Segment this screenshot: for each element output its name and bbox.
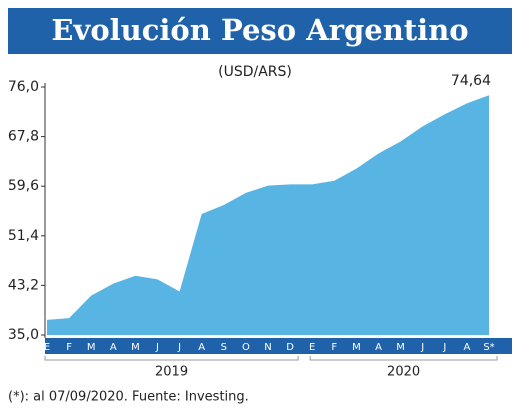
x-tick-label: A: [198, 342, 205, 353]
x-tick-label: M: [352, 342, 361, 353]
y-tick-label: 35,0: [8, 327, 39, 343]
value-label: 74,64: [451, 73, 491, 89]
x-tick-label: M: [131, 342, 140, 353]
x-tick-label: F: [331, 342, 337, 353]
x-tick-label: S*: [483, 342, 494, 353]
y-tick-label: 76,0: [8, 79, 39, 95]
title-banner: [8, 8, 512, 54]
x-tick-label: D: [286, 342, 294, 353]
y-tick-label: 51,4: [8, 228, 39, 244]
x-tick-label: J: [442, 342, 446, 353]
chart-subtitle: (USD/ARS): [218, 64, 292, 80]
x-tick-label: J: [177, 342, 181, 353]
year-label: 2019: [155, 365, 188, 380]
x-tick-label: A: [375, 342, 382, 353]
area: [47, 95, 489, 335]
x-tick-label: N: [264, 342, 271, 353]
y-tick-label: 59,6: [8, 178, 39, 194]
year-bracket: [44, 356, 299, 361]
x-tick-label: J: [420, 342, 424, 353]
x-tick-label: A: [463, 342, 470, 353]
chart-title: Evolución Peso Argentino: [51, 13, 468, 47]
x-tick-label: O: [242, 342, 250, 353]
x-tick-label: J: [155, 342, 159, 353]
x-tick-label: S: [221, 342, 227, 353]
year-bracket: [309, 356, 498, 361]
x-tick-label: A: [110, 342, 117, 353]
x-axis-band: [45, 338, 512, 354]
x-tick-label: F: [66, 342, 72, 353]
year-label: 2020: [387, 365, 420, 380]
x-tick-label: E: [44, 342, 50, 353]
y-tick-label: 67,8: [8, 129, 39, 145]
x-tick-label: E: [309, 342, 315, 353]
x-tick-label: M: [396, 342, 405, 353]
y-tick-label: 43,2: [8, 277, 39, 293]
x-tick-label: M: [87, 342, 96, 353]
footnote: (*): al 07/09/2020. Fuente: Investing.: [8, 390, 249, 405]
